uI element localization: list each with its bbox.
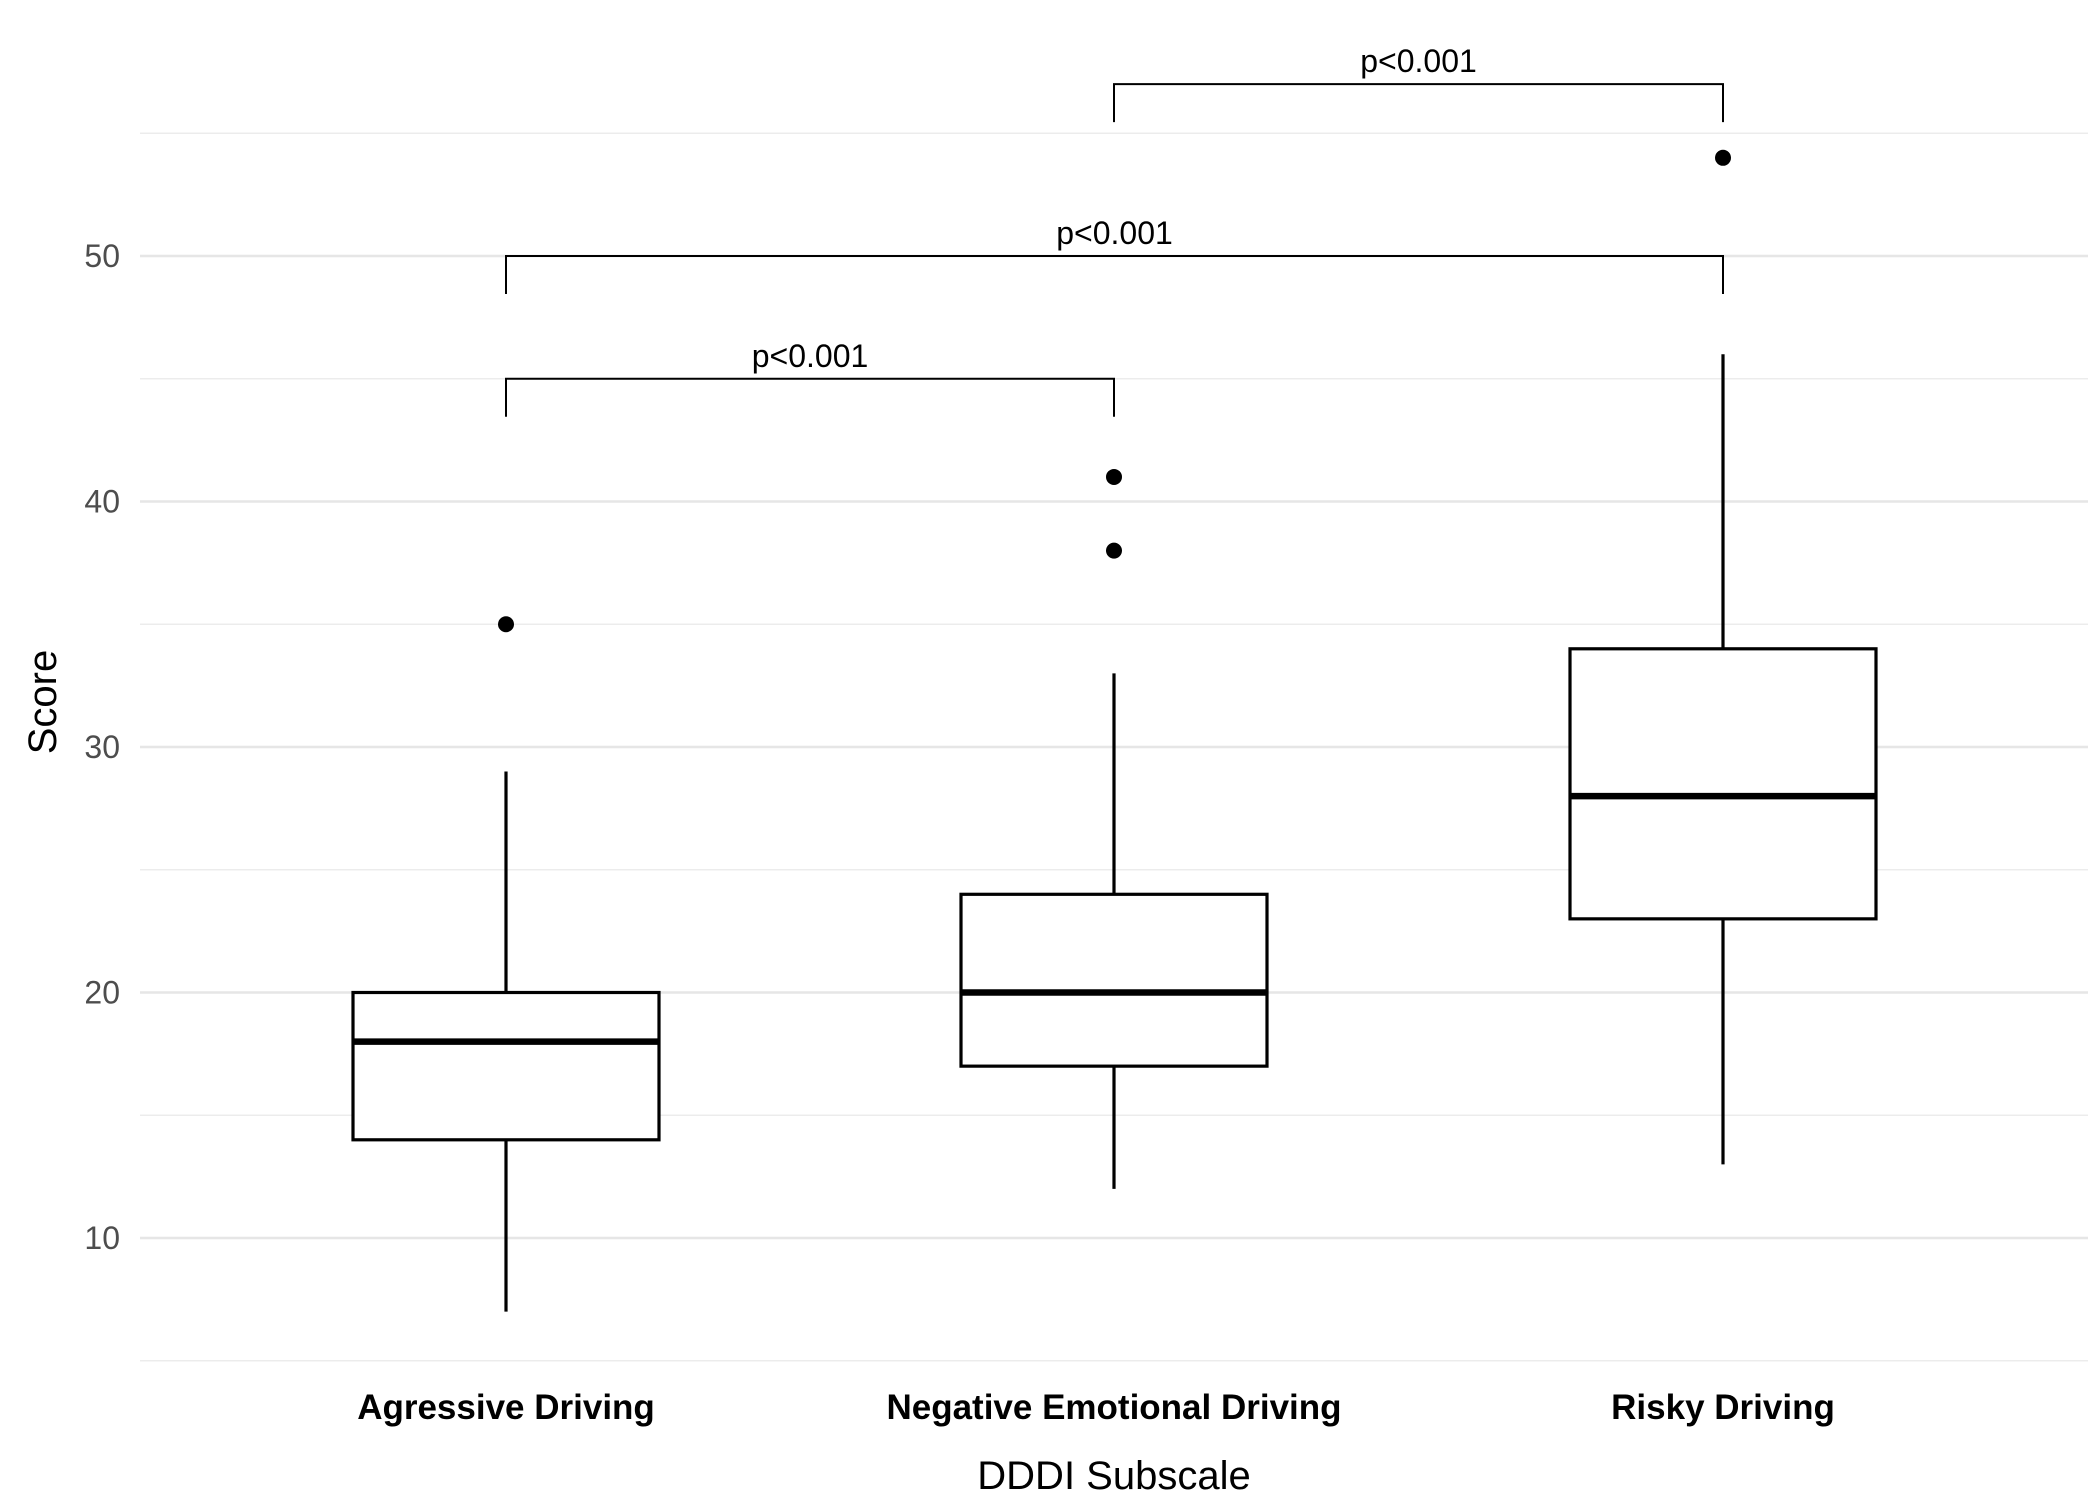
- box-iqr: [1568, 647, 1878, 921]
- bracket-line: [505, 377, 1115, 417]
- x-category-label: Risky Driving: [1611, 1388, 1835, 1427]
- significance-label: p<0.001: [1360, 43, 1477, 79]
- significance-brackets: p<0.001 p<0.001 p<0.001: [505, 43, 1724, 417]
- outlier-point: [498, 616, 514, 633]
- y-tick-label: 20: [84, 975, 120, 1011]
- box-group: [959, 468, 1269, 1189]
- box-iqr: [959, 892, 1269, 1068]
- y-axis-tick-labels: 10 20 30 40 50: [84, 238, 120, 1256]
- y-tick-label: 30: [84, 729, 120, 765]
- outlier-point: [1715, 149, 1731, 166]
- y-tick-label: 10: [84, 1220, 120, 1256]
- bracket-line: [1113, 83, 1724, 123]
- x-category-label: Agressive Driving: [357, 1388, 655, 1427]
- significance-label: p<0.001: [752, 338, 869, 374]
- box-group: [351, 616, 661, 1312]
- outlier-point: [1106, 542, 1122, 559]
- significance-bracket: p<0.001: [1113, 43, 1724, 123]
- box-iqr: [351, 990, 661, 1142]
- x-axis-title: DDDI Subscale: [977, 1454, 1250, 1498]
- significance-bracket: p<0.001: [505, 215, 1724, 294]
- box-group: [1568, 149, 1878, 1165]
- significance-bracket: p<0.001: [505, 338, 1115, 417]
- boxes: [351, 149, 1878, 1312]
- y-tick-label: 40: [84, 484, 120, 520]
- x-category-label: Negative Emotional Driving: [886, 1388, 1341, 1427]
- significance-label: p<0.001: [1056, 215, 1173, 251]
- bracket-line: [505, 255, 1724, 294]
- x-axis-category-labels: Agressive Driving Negative Emotional Driv…: [357, 1388, 1835, 1427]
- y-tick-label: 50: [84, 238, 120, 274]
- outlier-point: [1106, 468, 1122, 485]
- y-axis-title: Score: [21, 650, 65, 755]
